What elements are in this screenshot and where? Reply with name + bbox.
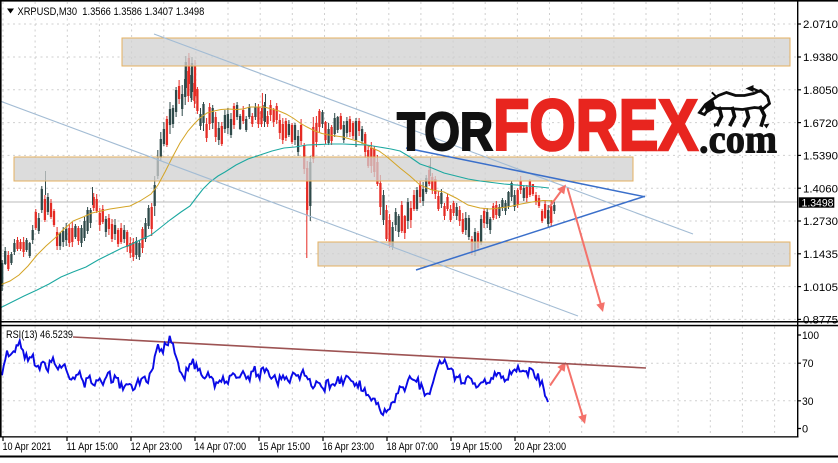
svg-text:1.5390: 1.5390: [803, 151, 838, 163]
svg-text:TOR: TOR: [397, 103, 493, 162]
svg-text:FOREX: FOREX: [493, 85, 698, 166]
svg-text:0.8775: 0.8775: [803, 315, 838, 327]
svg-text:10 Apr 2021: 10 Apr 2021: [3, 441, 52, 453]
svg-text:15 Apr 15:00: 15 Apr 15:00: [259, 441, 311, 453]
svg-text:2.0710: 2.0710: [803, 19, 838, 31]
svg-text:70: 70: [802, 358, 814, 370]
svg-text:RSI(13) 46.5239: RSI(13) 46.5239: [6, 329, 73, 341]
svg-text:20 Apr 23:00: 20 Apr 23:00: [515, 441, 567, 453]
svg-text:.com: .com: [699, 117, 777, 162]
svg-text:1.0105: 1.0105: [803, 282, 838, 294]
svg-text:XRPUSD,M30: XRPUSD,M30: [18, 6, 78, 18]
svg-text:1.3498: 1.3498: [802, 197, 834, 209]
svg-text:14 Apr 07:00: 14 Apr 07:00: [195, 441, 247, 453]
svg-text:12 Apr 23:00: 12 Apr 23:00: [131, 441, 183, 453]
svg-text:30: 30: [802, 396, 814, 408]
svg-text:1.9380: 1.9380: [803, 52, 838, 64]
svg-text:19 Apr 15:00: 19 Apr 15:00: [451, 441, 503, 453]
svg-text:11 Apr 15:00: 11 Apr 15:00: [67, 441, 119, 453]
svg-text:0: 0: [802, 424, 808, 436]
svg-text:1.2730: 1.2730: [803, 216, 838, 228]
svg-text:1.3566 1.3586 1.3407 1.3498: 1.3566 1.3586 1.3407 1.3498: [82, 6, 204, 18]
svg-text:1.8050: 1.8050: [803, 85, 838, 97]
svg-text:100: 100: [802, 330, 819, 342]
svg-text:1.1435: 1.1435: [803, 249, 838, 261]
svg-text:1.4060: 1.4060: [803, 183, 838, 195]
svg-text:18 Apr 07:00: 18 Apr 07:00: [387, 441, 439, 453]
svg-text:1.6720: 1.6720: [803, 118, 838, 130]
svg-text:16 Apr 23:00: 16 Apr 23:00: [323, 441, 375, 453]
